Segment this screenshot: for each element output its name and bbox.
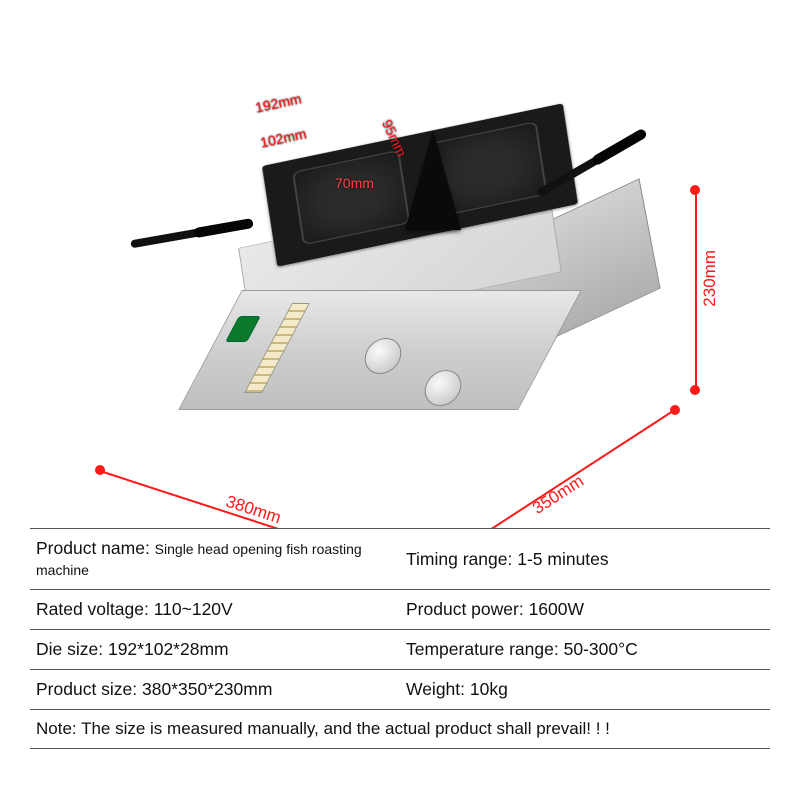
spec-cell: Temperature range: 50-300°C xyxy=(400,630,770,670)
spec-label: Timing range: xyxy=(406,549,517,569)
spec-cell: Product size: 380*350*230mm xyxy=(30,670,400,710)
spec-row: Die size: 192*102*28mmTemperature range:… xyxy=(30,630,770,670)
spec-cell: Weight: 10kg xyxy=(400,670,770,710)
spec-note-row: Note: The size is measured manually, and… xyxy=(30,710,770,749)
spec-table-container: Product name: Single head opening fish r… xyxy=(30,528,770,749)
height-dim-label: 230mm xyxy=(700,250,720,307)
spec-cell: Die size: 192*102*28mm xyxy=(30,630,400,670)
spec-table: Product name: Single head opening fish r… xyxy=(30,528,770,749)
dim-dot xyxy=(690,185,700,195)
spec-label: Rated voltage: xyxy=(36,599,154,619)
spec-cell: Rated voltage: 110~120V xyxy=(30,590,400,630)
spec-row: Product name: Single head opening fish r… xyxy=(30,529,770,590)
dim-dot xyxy=(95,465,105,475)
spec-value: 380*350*230mm xyxy=(142,679,272,699)
cone-mold-graphic xyxy=(405,130,461,230)
spec-value: 10kg xyxy=(470,679,508,699)
spec-row: Product size: 380*350*230mmWeight: 10kg xyxy=(30,670,770,710)
dim-dot xyxy=(670,405,680,415)
depth-dim-label: 350mm xyxy=(529,471,587,519)
spec-label: Product name: xyxy=(36,538,155,558)
height-dim-line xyxy=(695,190,697,390)
spec-note-cell: Note: The size is measured manually, and… xyxy=(30,710,770,749)
spec-cell: Product power: 1600W xyxy=(400,590,770,630)
spec-cell: Timing range: 1-5 minutes xyxy=(400,529,770,590)
dim-dot xyxy=(690,385,700,395)
spec-value: 1-5 minutes xyxy=(517,549,608,569)
spec-cell: Product name: Single head opening fish r… xyxy=(30,529,400,590)
spec-value: 50-300°C xyxy=(564,639,638,659)
cone-width-label: 70mm xyxy=(335,175,374,191)
spec-value: 1600W xyxy=(529,599,584,619)
width-dim-label: 380mm xyxy=(223,492,283,529)
spec-label: Die size: xyxy=(36,639,108,659)
spec-label: Product power: xyxy=(406,599,529,619)
spec-value: 192*102*28mm xyxy=(108,639,229,659)
spec-label: Weight: xyxy=(406,679,470,699)
handle-left-graphic xyxy=(130,220,250,249)
spec-note-text: The size is measured manually, and the a… xyxy=(81,719,610,738)
spec-label: Product size: xyxy=(36,679,142,699)
spec-value: 110~120V xyxy=(154,599,233,619)
spec-note-label: Note: xyxy=(36,719,81,738)
spec-row: Rated voltage: 110~120VProduct power: 16… xyxy=(30,590,770,630)
spec-label: Temperature range: xyxy=(406,639,564,659)
product-diagram-area: 192mm 102mm 95mm 70mm 380mm 350mm 230mm xyxy=(0,0,800,520)
